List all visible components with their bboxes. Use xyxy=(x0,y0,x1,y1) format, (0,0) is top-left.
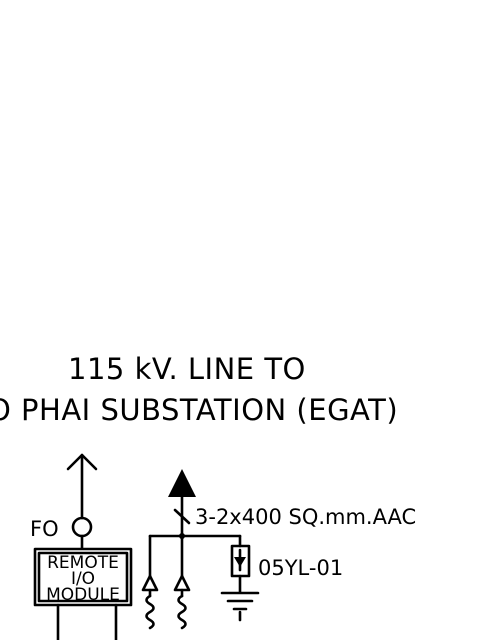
triangle-icon-center xyxy=(173,574,191,630)
bus-bar xyxy=(148,533,242,580)
fo-label: FO xyxy=(30,517,59,541)
title-line-1: 115 kV. LINE TO xyxy=(68,352,306,386)
surge-arrester-icon[interactable] xyxy=(230,544,251,594)
remote-io-label-2: I/O xyxy=(71,569,95,589)
ground-icon xyxy=(220,591,260,622)
remote-io-module[interactable] xyxy=(33,547,133,640)
conductor-label: 3-2x400 SQ.mm.AAC xyxy=(195,505,416,529)
triangle-icon-left xyxy=(141,574,159,630)
line-arrow-icon xyxy=(168,469,196,497)
title-line-2: O PHAI SUBSTATION (EGAT) xyxy=(0,393,398,427)
incoming-line xyxy=(173,495,191,538)
arrester-tag-label: 05YL-01 xyxy=(258,556,343,580)
remote-io-label-1: REMOTE xyxy=(47,553,119,573)
fiber-optic-line xyxy=(66,453,98,550)
remote-io-label-3: MODULE xyxy=(46,585,120,605)
